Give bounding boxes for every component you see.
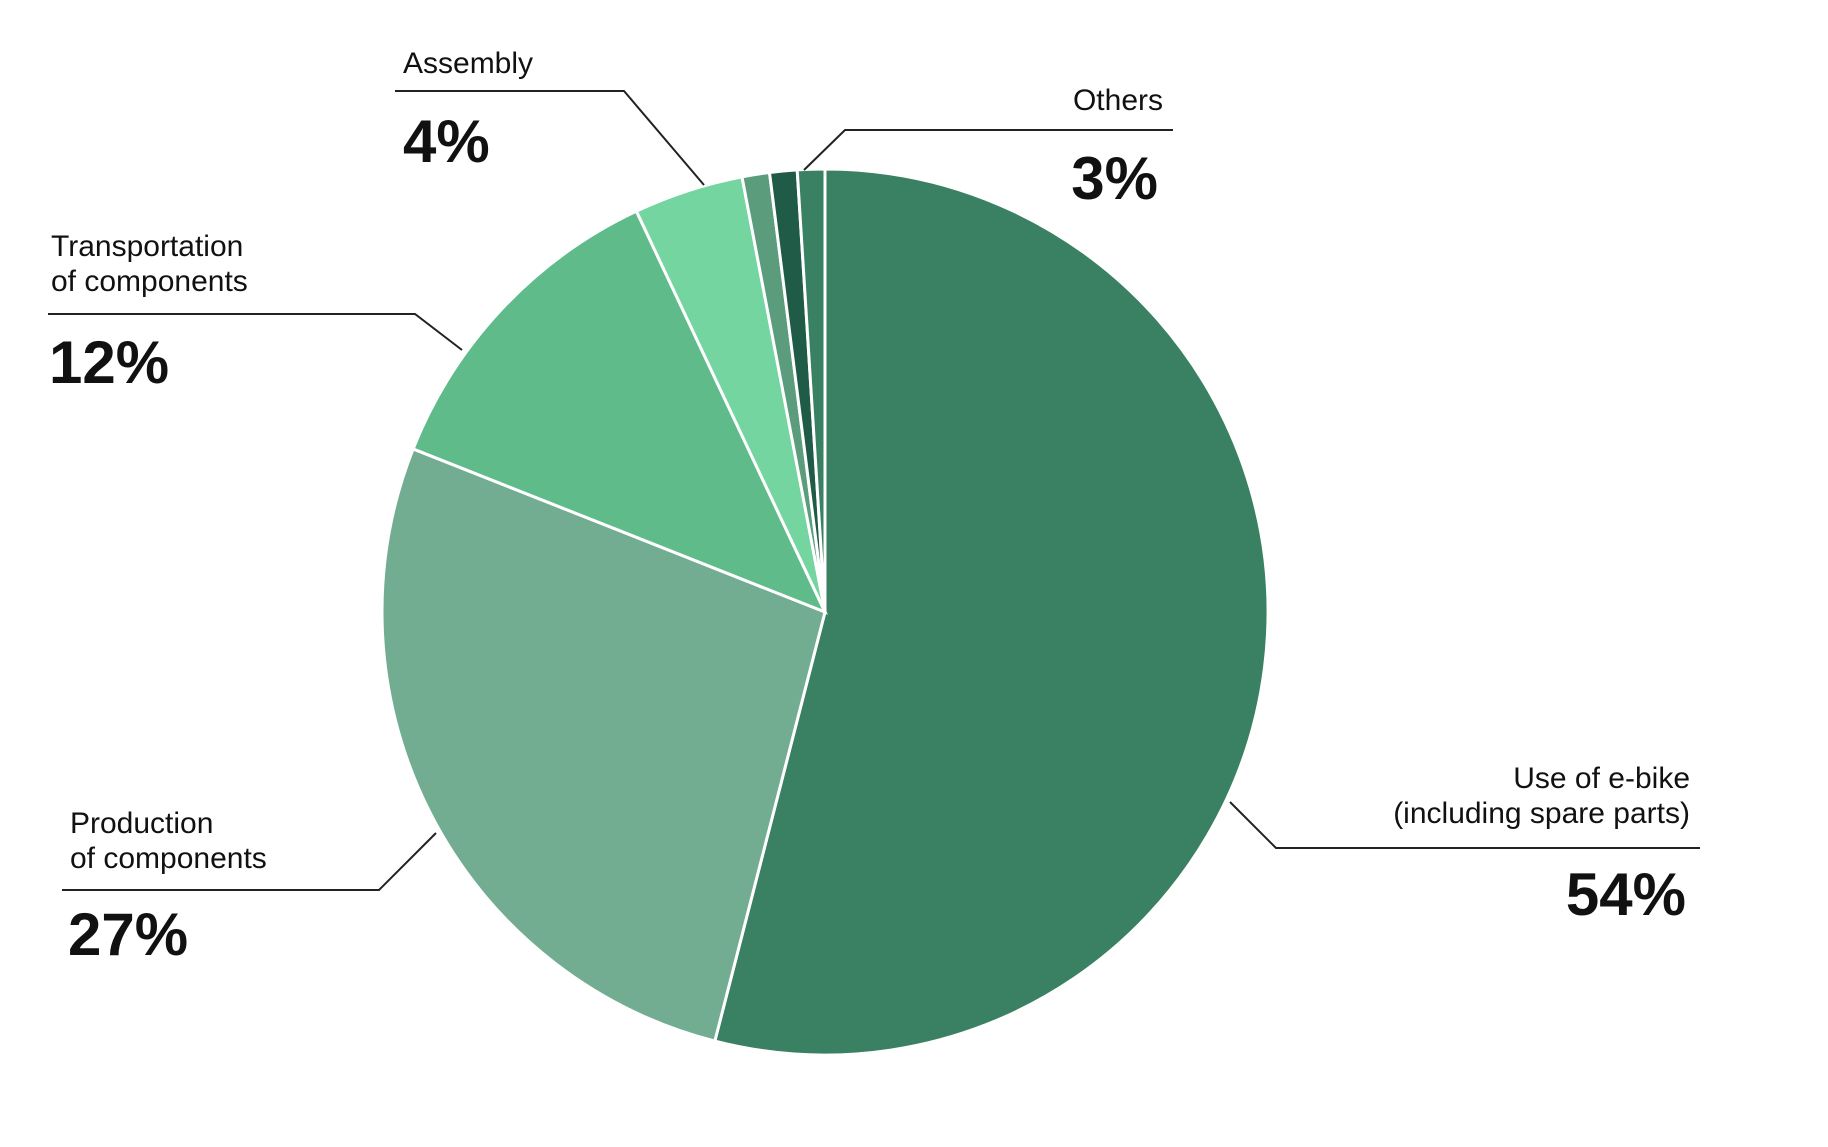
value-label-others: 3% (1071, 145, 1158, 212)
pie-slice-production-of-components (380, 446, 827, 1043)
label-group-others: Others 3% (803, 84, 1173, 212)
value-label-transportation: 12% (49, 329, 169, 396)
value-label-use-of-e-bike: 54% (1566, 861, 1686, 928)
label-group-transportation: Transportation of components 12% (48, 230, 463, 396)
category-label-production-line-2: of components (70, 842, 267, 875)
category-label-use-of-e-bike-line-1: Use of e-bike (1513, 762, 1690, 795)
pie-slices (380, 167, 1270, 1057)
category-label-assembly: Assembly (403, 47, 533, 80)
pie-labels: Assembly 4% Others 3% Transportation of … (48, 47, 1700, 968)
leader-line-production (62, 832, 437, 891)
category-label-use-of-e-bike-line-2: (including spare parts) (1393, 797, 1690, 830)
leader-line-assembly (395, 90, 705, 186)
label-group-production: Production of components 27% (62, 807, 437, 968)
pie-slice-others-part-3 (795, 167, 827, 613)
leader-line-use-of-e-bike (1229, 801, 1700, 849)
category-label-transportation-line-1: Transportation (51, 230, 243, 263)
category-label-production-line-1: Production (70, 807, 213, 840)
category-label-transportation-line-2: of components (51, 265, 248, 298)
leader-line-others (803, 129, 1173, 171)
value-label-production: 27% (68, 901, 188, 968)
label-group-use-of-e-bike: Use of e-bike (including spare parts) 54… (1229, 762, 1700, 928)
pie-slice-transportation-of-components (411, 209, 828, 615)
pie-slice-use-of-e-bike-including-spare-parts (713, 167, 1270, 1057)
label-group-assembly: Assembly 4% (395, 47, 705, 186)
value-label-assembly: 4% (403, 108, 490, 175)
leader-line-transportation (48, 313, 463, 351)
category-label-others: Others (1073, 84, 1163, 117)
